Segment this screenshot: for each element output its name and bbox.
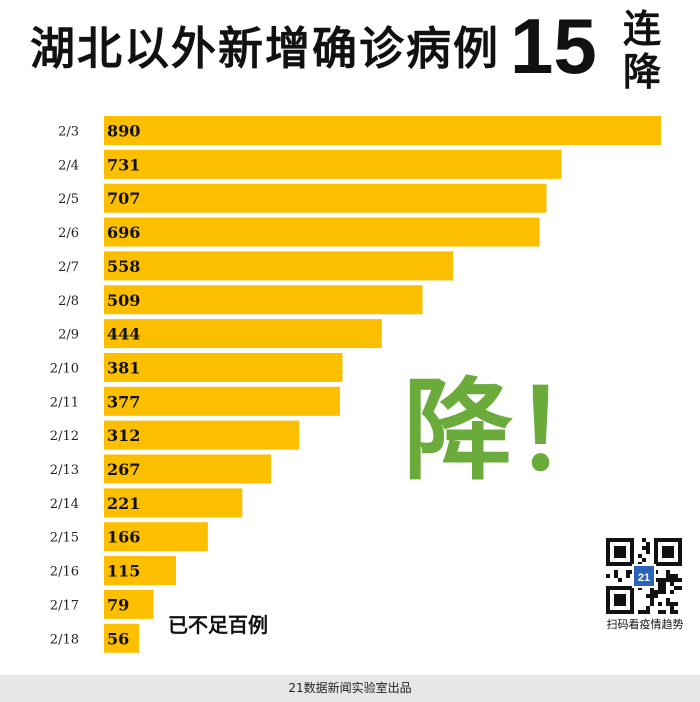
qr-pattern bbox=[606, 538, 682, 614]
value-label: 115 bbox=[107, 562, 140, 581]
chart-title: 湖北以外新增确诊病例 bbox=[30, 22, 501, 75]
bar-2-18 bbox=[104, 623, 140, 653]
category-label: 2/12 bbox=[50, 429, 79, 444]
category-label: 2/7 bbox=[58, 260, 79, 275]
value-label: 558 bbox=[107, 257, 140, 276]
bar-2-4 bbox=[104, 149, 562, 179]
value-label: 444 bbox=[107, 325, 140, 344]
bar-2-3 bbox=[104, 116, 661, 145]
category-label: 2/11 bbox=[50, 395, 79, 410]
bar-2-16 bbox=[104, 556, 176, 586]
bar-2-12 bbox=[104, 420, 300, 450]
category-label: 2/18 bbox=[50, 632, 79, 647]
under-hundred-annotation: 已不足百例 bbox=[168, 613, 268, 637]
title-tail: 连 降 bbox=[620, 8, 664, 94]
value-label: 267 bbox=[107, 460, 140, 479]
value-label: 221 bbox=[107, 494, 140, 513]
bar-2-10 bbox=[104, 352, 343, 382]
value-label: 890 bbox=[107, 122, 140, 141]
bar-2-9 bbox=[104, 319, 382, 349]
value-label: 166 bbox=[107, 528, 140, 547]
category-label: 2/15 bbox=[50, 531, 79, 546]
bar-2-17 bbox=[104, 589, 154, 619]
category-label: 2/13 bbox=[50, 463, 79, 478]
category-label: 2/8 bbox=[58, 294, 79, 309]
value-label: 731 bbox=[107, 155, 140, 174]
category-label: 2/17 bbox=[50, 598, 79, 613]
value-label: 56 bbox=[107, 629, 129, 648]
bar-chart: 2/3 890 2/4 731 2/5 707 2/6 696 2/7 558 2/8 509 2/9 4… bbox=[50, 116, 661, 653]
category-label: 2/16 bbox=[50, 565, 79, 580]
footer-credit: 21数据新闻实验室出品 bbox=[0, 675, 700, 702]
bar-2-11 bbox=[104, 386, 340, 416]
value-label: 696 bbox=[107, 223, 140, 242]
bar-2-7 bbox=[104, 251, 454, 281]
value-label: 707 bbox=[107, 189, 140, 208]
bar-2-8 bbox=[104, 285, 423, 315]
bar-2-15 bbox=[104, 522, 208, 552]
category-label: 2/6 bbox=[58, 226, 79, 241]
category-label: 2/9 bbox=[58, 328, 79, 343]
bar-2-14 bbox=[104, 488, 243, 518]
qr-caption: 扫码看疫情趋势 bbox=[606, 618, 684, 631]
bar-2-5 bbox=[104, 183, 547, 213]
title-tail-line1: 连 bbox=[622, 7, 661, 51]
category-label: 2/5 bbox=[58, 192, 79, 207]
qr-code[interactable]: 21 bbox=[606, 538, 682, 614]
category-label: 2/3 bbox=[58, 125, 79, 140]
category-label: 2/4 bbox=[58, 158, 79, 173]
value-label: 79 bbox=[107, 595, 129, 614]
decline-callout: 降！ bbox=[403, 367, 623, 495]
bar-2-6 bbox=[104, 217, 540, 247]
category-label: 2/10 bbox=[50, 361, 79, 376]
qr-badge-logo: 21 bbox=[632, 564, 656, 588]
value-label: 312 bbox=[107, 426, 140, 445]
bar-2-13 bbox=[104, 454, 272, 484]
value-label: 381 bbox=[107, 358, 140, 377]
value-label: 509 bbox=[107, 291, 140, 310]
title-number: 15 bbox=[510, 2, 597, 90]
category-label: 2/14 bbox=[50, 497, 79, 512]
title-tail-line2: 降 bbox=[622, 50, 661, 94]
value-label: 377 bbox=[107, 392, 140, 411]
